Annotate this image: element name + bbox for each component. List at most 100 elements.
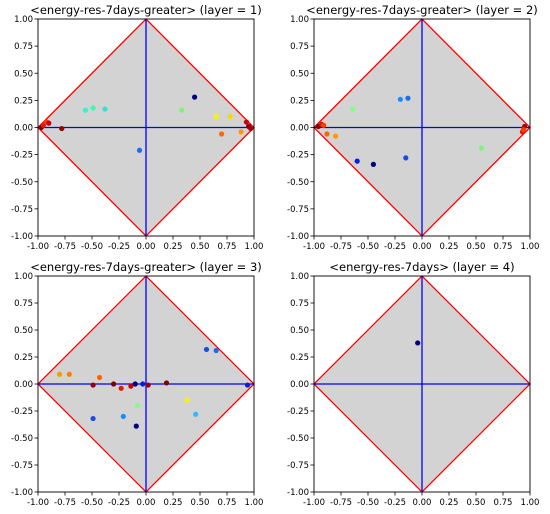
y-tick-label: -0.75 [11,205,33,215]
y-tick-label: -0.75 [11,461,33,471]
data-point [59,125,65,132]
y-tick-label: 0.50 [14,69,33,79]
data-point [140,381,146,387]
x-tick-label: 1.00 [245,498,264,508]
data-point [397,96,403,102]
x-tick-label: -0.75 [54,498,76,508]
y-tick-label: 0.75 [14,299,33,309]
x-tick-label: 0.75 [218,498,237,508]
data-point [111,381,117,387]
data-point [243,119,250,125]
data-point [120,413,126,419]
x-tick-label: 0.75 [494,498,513,508]
x-tick-label: 0.25 [440,242,459,252]
y-tick-label: -1.00 [287,488,309,498]
x-tick-label: 0.50 [191,498,210,508]
x-tick-label: -0.25 [108,498,130,508]
y-tick-label: 1.00 [14,15,33,25]
y-tick-label: 0.00 [14,380,33,390]
chart-title: <energy-res-7days-greater> (layer = 2) [306,3,538,17]
y-tick-label: 0.50 [290,326,309,336]
y-tick-label: 1.00 [14,272,33,282]
x-tick-label: 0.75 [494,242,513,252]
x-tick-label: 0.00 [137,242,156,252]
y-tick-label: 0.00 [14,124,33,134]
data-point [238,129,244,135]
x-tick-label: 0.00 [413,498,432,508]
x-tick-label: -0.75 [54,242,76,252]
data-point [179,107,185,113]
data-point [333,133,339,139]
data-point [354,158,360,164]
data-point [133,423,139,429]
data-point [321,122,327,128]
y-tick-label: 0.25 [290,353,309,363]
data-point [134,403,140,409]
chart-panel-4: -1.00 -0.75 -0.50 -0.25 0.00 0.25 0.50 0.75 1.00… [287,260,539,508]
data-point [136,147,143,153]
y-tick-label: -0.75 [287,461,309,471]
data-point [90,415,96,422]
data-point [213,347,219,354]
y-tick-label: -0.25 [287,407,309,417]
y-tick-label: -0.25 [11,407,33,417]
data-point [203,346,210,353]
data-point [145,382,151,388]
x-tick-label: -0.50 [81,498,103,508]
x-tick-label: 0.75 [218,242,237,252]
data-point [57,371,63,377]
x-tick-label: -0.25 [108,242,130,252]
y-tick-label: 0.25 [290,96,309,106]
data-point [370,161,376,167]
x-tick-label: 0.50 [191,242,210,252]
y-tick-label: 0.00 [290,380,309,390]
x-tick-label: -0.75 [330,498,352,508]
y-tick-label: -0.50 [11,434,33,444]
data-point [219,131,225,137]
y-tick-label: 0.00 [290,124,309,134]
data-point [192,94,198,100]
data-point [40,122,47,128]
data-point [244,382,251,388]
x-tick-label: -1.00 [27,498,49,508]
data-point [403,155,409,161]
x-tick-label: 0.25 [164,498,183,508]
data-point [163,380,170,386]
chart-panel-3: -1.00 -0.75 -0.50 -0.25 0.00 0.25 0.50 0.75 1.00… [11,260,263,508]
chart-title: <energy-res-7days-greater> (layer = 3) [30,260,262,274]
data-point [415,340,421,346]
x-tick-label: 0.50 [467,242,486,252]
x-tick-label: 0.00 [137,498,156,508]
data-point [66,371,72,377]
x-tick-label: -0.25 [384,498,406,508]
y-tick-label: -0.50 [287,178,309,188]
data-point [193,411,199,417]
y-tick-label: 0.25 [14,96,33,106]
y-tick-label: -0.25 [11,151,33,161]
y-tick-label: -1.00 [11,488,33,498]
x-tick-label: -0.50 [357,498,379,508]
data-point [350,106,356,112]
data-point [213,114,219,120]
data-point [405,95,411,101]
data-point [520,127,527,133]
y-tick-label: 1.00 [290,15,309,25]
x-tick-label: -1.00 [27,242,49,252]
data-point [478,145,484,151]
y-tick-label: -1.00 [287,232,309,242]
chart-title: <energy-res-7days> (layer = 4) [329,260,514,274]
data-point [96,374,103,381]
y-tick-label: -0.25 [287,151,309,161]
x-tick-label: 1.00 [521,498,540,508]
y-tick-label: 0.25 [14,353,33,363]
chart-panel-1: -1.00 -0.75 -0.50 -0.25 0.00 0.25 0.50 0.75 1.00… [11,3,263,252]
x-tick-label: 0.25 [164,242,183,252]
x-tick-label: -1.00 [303,498,325,508]
data-point [227,114,233,120]
data-point [46,120,52,126]
x-tick-label: -0.25 [384,242,406,252]
data-point [324,131,330,137]
y-tick-label: 0.50 [290,69,309,79]
y-tick-label: -0.75 [287,205,309,215]
